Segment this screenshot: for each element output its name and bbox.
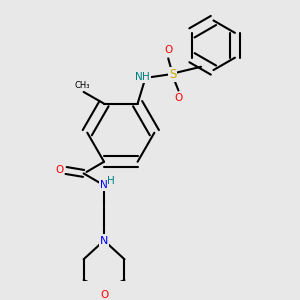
Text: H: H: [142, 72, 150, 82]
Text: O: O: [56, 166, 64, 176]
Text: S: S: [169, 68, 176, 81]
Text: N: N: [100, 180, 108, 190]
Text: CH₃: CH₃: [74, 81, 90, 90]
Text: N: N: [135, 72, 143, 82]
Text: O: O: [100, 290, 108, 300]
Text: H: H: [107, 176, 115, 186]
Text: O: O: [164, 46, 172, 56]
Text: N: N: [100, 236, 108, 245]
Text: O: O: [174, 93, 183, 103]
